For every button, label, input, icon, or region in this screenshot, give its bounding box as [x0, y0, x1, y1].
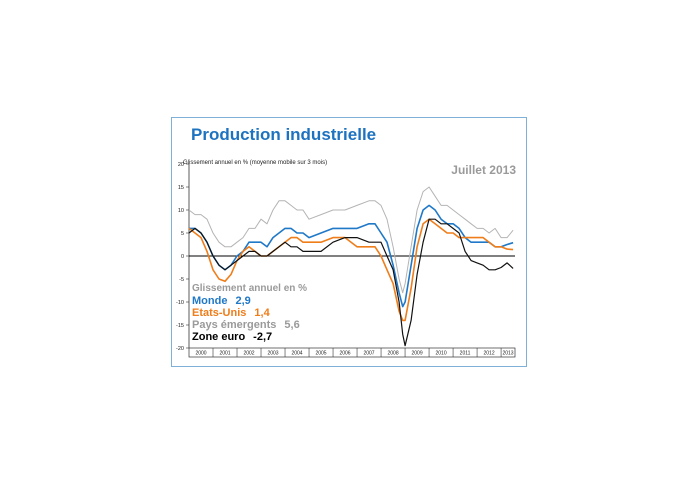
chart-card: Production industrielle Glissement annue…	[171, 117, 527, 367]
legend-value: 1,4	[254, 307, 270, 319]
x-tick-label: 2002	[243, 351, 254, 357]
y-tick-label: -20	[176, 346, 184, 352]
legend-label: Pays émergents	[192, 319, 277, 331]
series-line-etats-unis	[188, 218, 514, 322]
line-chart: 20 15 10 5 0 -5 -10 -15 -20 2000 2001 2002 2003 2004 2…	[176, 162, 516, 358]
y-tick-label: 5	[181, 231, 184, 237]
legend-entry-pays-emergents: Pays émergents 5,6	[192, 319, 307, 331]
legend-label: Etats-Unis	[192, 307, 247, 319]
legend-value: -2,7	[253, 331, 273, 343]
x-tick-label: 2008	[387, 351, 398, 357]
x-tick-label: 2005	[315, 351, 326, 357]
legend-header: Glissement annuel en %	[192, 283, 308, 294]
legend-value: 2,9	[235, 295, 251, 307]
chart-subtitle: Glissement annuel en % (moyenne mobile s…	[183, 160, 328, 166]
x-tick-label: 2011	[460, 351, 471, 357]
legend: Glissement annuel en % Monde 2,9 Etats-Un…	[192, 283, 307, 343]
x-tick-label: 2004	[291, 351, 302, 357]
x-tick-label: 2009	[411, 351, 422, 357]
y-tick-label: -10	[176, 300, 184, 306]
legend-label: Zone euro	[192, 331, 246, 343]
legend-label: Monde	[192, 295, 228, 307]
x-tick-label: 2000	[195, 351, 206, 357]
legend-entry-zone-euro: Zone euro -2,7	[192, 331, 307, 343]
x-tick-label: 2003	[267, 351, 278, 357]
chart-title: Production industrielle	[191, 125, 377, 144]
x-axis-box	[188, 347, 516, 358]
x-tick-label: 2006	[339, 351, 350, 357]
legend-entry-etats-unis: Etats-Unis 1,4	[192, 307, 307, 319]
y-tick-label: -15	[176, 323, 184, 329]
y-tick-label: 0	[181, 254, 184, 260]
x-tick-label: 2012	[484, 351, 495, 357]
y-tick-label: 15	[178, 185, 184, 191]
series-line-zone-euro	[188, 218, 514, 347]
legend-value: 5,6	[284, 319, 300, 331]
x-tick-label: 2013	[502, 351, 513, 357]
legend-entry-monde: Monde 2,9	[192, 295, 307, 307]
x-tick-label: 2007	[363, 351, 374, 357]
series-line-pays-mergents	[188, 186, 514, 294]
y-tick-label: 20	[178, 162, 184, 168]
y-tick-label: 10	[178, 208, 184, 214]
y-tick-label: -5	[179, 277, 184, 283]
x-tick-label: 2001	[219, 351, 230, 357]
date-label: Juillet 2013	[451, 163, 516, 177]
series-line-monde	[189, 204, 514, 308]
x-tick-label: 2010	[435, 351, 446, 357]
